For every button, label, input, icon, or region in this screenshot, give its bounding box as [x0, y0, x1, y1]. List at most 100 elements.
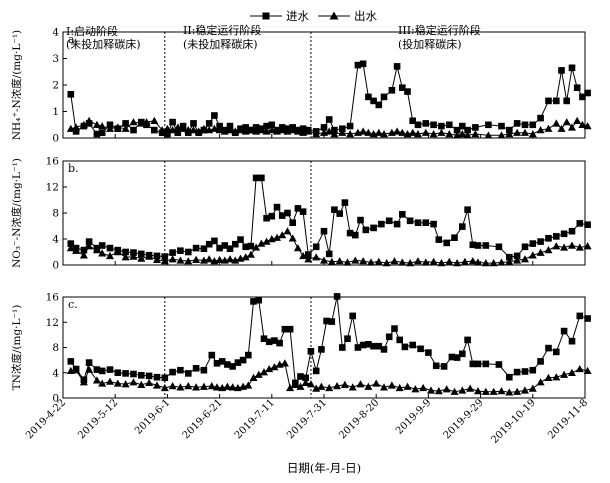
outflow-point	[413, 257, 422, 265]
outflow-point	[473, 258, 482, 266]
inflow-point	[422, 219, 430, 226]
inflow-point	[260, 335, 268, 342]
inflow-point	[359, 341, 367, 349]
outflow-point	[129, 118, 138, 126]
y-axis-title: TN浓度/(mg·L⁻¹)	[10, 305, 23, 391]
outflow-point	[145, 378, 154, 387]
inflow-point	[545, 235, 552, 242]
inflow-point	[331, 206, 338, 213]
outflow-point	[291, 380, 300, 388]
inflow-point	[485, 121, 492, 129]
inflow-point	[185, 370, 192, 377]
inflow-point	[406, 217, 414, 225]
inflow-point	[352, 231, 359, 239]
panel-no3: 0 4 8 12 16 NO₃⁻-N浓度/(mg·L⁻¹) b.	[10, 156, 592, 272]
outflow-point	[489, 259, 498, 267]
outflow-point	[573, 116, 582, 124]
inflow-point	[242, 243, 249, 251]
inflow-point	[357, 216, 364, 224]
outflow-point	[273, 233, 282, 241]
outflow-point	[380, 130, 389, 138]
outflow-point	[142, 118, 151, 126]
outflow-point	[567, 241, 576, 249]
inflow-point	[305, 251, 312, 258]
inflow-point	[185, 248, 192, 256]
outflow-point	[168, 382, 177, 390]
inflow-point	[529, 366, 537, 374]
inflow-point	[263, 122, 270, 130]
outflow-point	[356, 380, 365, 388]
y-tick-label: 3	[52, 53, 59, 65]
outflow-point	[317, 382, 326, 390]
outflow-point	[497, 387, 506, 395]
outflow-point	[137, 380, 146, 388]
y-axis-title: NH₄⁺-N浓度/(mg·L⁻¹)	[10, 30, 23, 140]
stage-subtitle: (未投加释碳床)	[183, 37, 258, 51]
outflow-point	[98, 379, 107, 387]
inflow-point	[200, 366, 208, 374]
outflow-point	[497, 131, 506, 139]
inflow-point	[459, 350, 466, 358]
inflow-point	[85, 238, 93, 245]
inflow-point	[346, 122, 354, 130]
outflow-point	[210, 124, 219, 132]
y-tick-label: 12	[46, 182, 59, 194]
outflow-point	[137, 254, 146, 262]
outflow-point	[113, 248, 122, 256]
inflow-point	[200, 245, 208, 252]
outflow-point	[265, 364, 274, 373]
outflow-point	[382, 259, 391, 267]
inflow-point	[380, 93, 388, 101]
outflow-point	[113, 379, 122, 387]
inflow-point	[177, 247, 184, 254]
stage-title: II:稳定运行阶段	[183, 23, 261, 37]
inflow-point	[302, 374, 309, 382]
outflow-point	[484, 131, 493, 139]
inflow-point	[320, 124, 328, 131]
outflow-point	[583, 366, 592, 375]
outflow-point	[528, 251, 537, 259]
outflow-point	[304, 127, 313, 135]
outflow-point	[278, 126, 287, 134]
outflow-point	[442, 385, 451, 393]
inflow-point	[192, 244, 200, 252]
outflow-point	[189, 126, 198, 134]
inflow-point	[560, 327, 568, 335]
inflow-point	[278, 212, 286, 219]
outflow-point	[445, 130, 454, 138]
outflow-point	[176, 383, 185, 391]
stage-subtitle: (未投加释碳床)	[66, 37, 141, 51]
inflow-point	[399, 84, 406, 91]
outflow-point	[520, 386, 529, 394]
inflow-point	[584, 315, 591, 322]
outflow-point	[413, 130, 422, 138]
outflow-point	[458, 130, 467, 138]
inflow-point	[294, 205, 302, 212]
outflow-point	[85, 365, 94, 373]
inflow-point	[459, 122, 466, 130]
outflow-point	[278, 231, 287, 239]
outflow-point	[359, 257, 368, 265]
outflow-point	[98, 122, 107, 130]
inflow-point	[122, 120, 129, 127]
outflow-point	[468, 257, 477, 265]
outflow-point	[306, 380, 315, 388]
y-tick-label: 4	[52, 367, 59, 379]
outflow-point	[179, 124, 188, 132]
outflow-point	[406, 259, 415, 267]
outflow-point	[207, 382, 216, 390]
inflow-point	[339, 125, 346, 132]
outflow-point	[72, 123, 81, 131]
inflow-point	[307, 348, 315, 355]
inflow-point	[545, 97, 552, 105]
inflow-point	[234, 359, 242, 366]
inflow-point	[174, 129, 182, 136]
inflow-point	[273, 203, 281, 211]
outflow-point	[348, 383, 357, 391]
inflow-point	[106, 244, 114, 252]
inflow-point	[422, 120, 430, 127]
inflow-point	[553, 97, 560, 105]
outflow-point	[236, 126, 245, 134]
outflow-point	[327, 257, 336, 265]
